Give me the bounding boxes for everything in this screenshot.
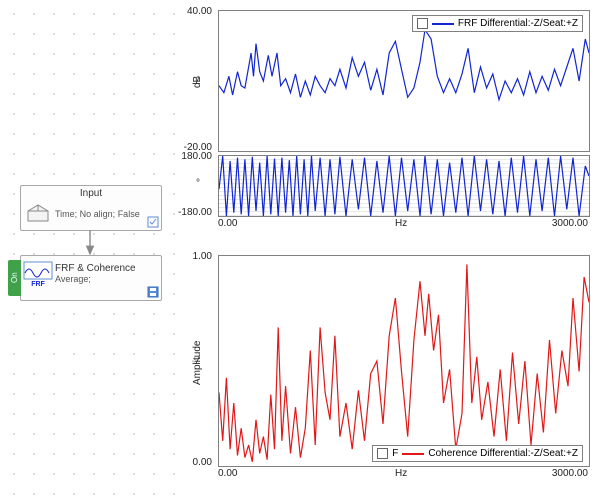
frf-icon: FRF (21, 259, 55, 289)
node-input-title: Input (21, 186, 161, 199)
node-input[interactable]: Input Time; No align; False (20, 185, 162, 231)
node-frf-subtitle: Average; (55, 274, 161, 285)
phase-ytick-top: 180.00 (181, 151, 212, 162)
node-input-config-icon[interactable] (147, 216, 159, 228)
legend-src-box (417, 18, 428, 29)
coherence-legend: F Coherence Differential:-Z/Seat:+Z (372, 445, 583, 462)
coherence-legend-src: F (392, 448, 398, 459)
top-xtick-1: 3000.00 (552, 218, 588, 229)
mag-ytick-top: 40.00 (187, 6, 212, 17)
frf-mag-legend: FRF Differential:-Z/Seat:+Z (412, 15, 583, 32)
canvas-grid (0, 0, 180, 501)
node-frf-coherence[interactable]: On FRF FRF & Coherence Average; (20, 255, 162, 301)
bot-xlabel: Hz (395, 468, 407, 479)
bot-xtick-1: 3000.00 (552, 468, 588, 479)
node-frf-on-tab[interactable]: On (8, 260, 21, 296)
top-xtick-0: 0.00 (218, 218, 237, 229)
legend-src-box2 (377, 448, 388, 459)
coh-ytick-top: 1.00 (193, 251, 212, 262)
coherence-legend-text: Coherence Differential:-Z/Seat:+Z (428, 448, 578, 459)
frf-phase-plot[interactable] (218, 155, 590, 217)
bot-xtick-0: 0.00 (218, 468, 237, 479)
phase-ytick-bot: -180.00 (178, 207, 212, 218)
phase-ylabel: ° (196, 178, 200, 189)
node-frf-save-icon[interactable] (147, 286, 159, 298)
frf-mag-plot[interactable]: FRF Differential:-Z/Seat:+Z (218, 10, 590, 152)
coherence-plot[interactable]: F Coherence Differential:-Z/Seat:+Z (218, 255, 590, 467)
legend-line-swatch (432, 23, 454, 25)
node-frf-title: FRF & Coherence (55, 263, 161, 274)
legend-line-swatch2 (402, 453, 424, 455)
coh-slash: / (196, 356, 199, 367)
top-xlabel: Hz (395, 218, 407, 229)
input-icon (21, 199, 55, 229)
frf-mag-legend-text: FRF Differential:-Z/Seat:+Z (458, 18, 578, 29)
node-input-subtitle: Time; No align; False (55, 209, 161, 220)
coh-ytick-bot: 0.00 (193, 457, 212, 468)
mag-slash: / (196, 76, 199, 87)
svg-text:FRF: FRF (31, 281, 45, 287)
